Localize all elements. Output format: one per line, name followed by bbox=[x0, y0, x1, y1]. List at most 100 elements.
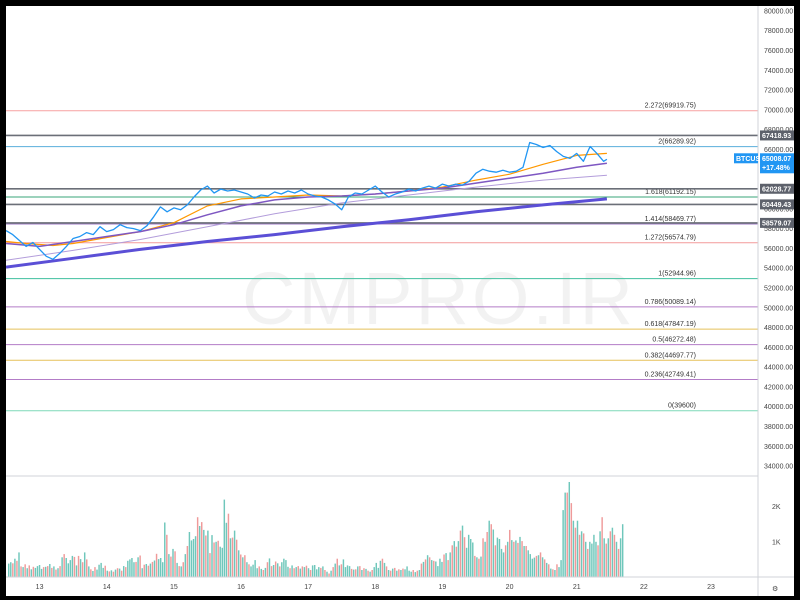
y-tick-label: 58000.00 bbox=[764, 226, 793, 233]
volume-bar bbox=[8, 563, 10, 577]
volume-bar bbox=[131, 558, 133, 577]
volume-bar bbox=[383, 562, 386, 577]
volume-bar bbox=[240, 554, 242, 577]
volume-bar bbox=[476, 557, 478, 577]
volume-bar bbox=[517, 542, 519, 577]
volume-bar bbox=[564, 492, 566, 577]
volume-bar bbox=[63, 554, 65, 577]
volume-bar bbox=[81, 562, 84, 577]
chart-canvas[interactable]: CMPRO.IR 2.272(69919.75) 2(66289.92) 1.618… bbox=[6, 6, 794, 596]
volume-bar bbox=[112, 571, 115, 577]
volume-bar bbox=[535, 555, 538, 577]
volume-bar bbox=[279, 566, 281, 577]
volume-bar bbox=[248, 564, 250, 577]
volume-bar bbox=[605, 543, 607, 577]
volume-bar bbox=[122, 566, 125, 577]
volume-bar bbox=[584, 541, 587, 577]
volume-bar bbox=[184, 554, 187, 577]
volume-bar bbox=[139, 555, 141, 577]
volume-bar bbox=[125, 567, 127, 577]
volume-bar bbox=[67, 563, 69, 577]
x-tick-label: 16 bbox=[237, 584, 245, 591]
volume-bar bbox=[176, 562, 178, 577]
volume-bar bbox=[511, 540, 513, 577]
volume-bar bbox=[289, 568, 291, 577]
y-tick-label: 50000.00 bbox=[764, 305, 793, 312]
volume-bar bbox=[73, 556, 76, 577]
volume-bar bbox=[301, 566, 304, 577]
fib-level-label: 0.618(47847.19) bbox=[645, 321, 696, 328]
volume-bar bbox=[342, 559, 345, 577]
volume-bar bbox=[127, 560, 129, 577]
volume-bar bbox=[488, 520, 490, 577]
volume-bar bbox=[568, 482, 571, 577]
volume-bar bbox=[250, 566, 252, 577]
volume-bar bbox=[182, 562, 184, 577]
volume-bar bbox=[619, 538, 622, 577]
fib-level-label: 0.236(42749.41) bbox=[645, 372, 696, 379]
volume-bar bbox=[504, 545, 507, 577]
change-pct-label: +17.48% bbox=[762, 165, 791, 172]
volume-bar bbox=[572, 520, 575, 577]
volume-bar bbox=[455, 546, 458, 577]
volume-bar bbox=[492, 529, 495, 577]
volume-bar bbox=[164, 522, 166, 577]
volume-bar bbox=[470, 539, 472, 577]
volume-bar bbox=[262, 570, 265, 577]
volume-bar bbox=[580, 531, 583, 577]
volume-bar bbox=[617, 548, 620, 577]
volume-bar bbox=[22, 567, 24, 577]
volume-bar bbox=[270, 566, 273, 577]
y-tick-label: 46000.00 bbox=[764, 345, 793, 352]
volume-bar bbox=[258, 566, 260, 577]
x-tick-label: 15 bbox=[170, 584, 178, 591]
volume-bar bbox=[463, 537, 466, 577]
volume-bar bbox=[603, 538, 605, 577]
y-tick-label: 52000.00 bbox=[764, 286, 793, 293]
volume-bar bbox=[324, 570, 326, 577]
volume-bar bbox=[365, 568, 367, 577]
volume-bar bbox=[410, 571, 412, 577]
volume-bar bbox=[506, 541, 509, 577]
volume-bar bbox=[609, 531, 612, 577]
volume-bar bbox=[77, 555, 80, 577]
y-tick-label: 60000.00 bbox=[764, 206, 793, 213]
volume-bar bbox=[61, 557, 63, 577]
volume-bar bbox=[229, 538, 232, 577]
y-tick-label: 54000.00 bbox=[764, 266, 793, 273]
volume-bar bbox=[192, 539, 195, 577]
volume-bar bbox=[69, 560, 72, 577]
volume-bar bbox=[389, 570, 392, 577]
volume-bar bbox=[170, 556, 172, 577]
volume-bar bbox=[552, 569, 554, 577]
volume-bar bbox=[188, 532, 191, 577]
x-tick-label: 13 bbox=[36, 584, 44, 591]
volume-bar bbox=[88, 566, 90, 577]
fib-level-label: 1.272(56574.79) bbox=[645, 235, 696, 242]
watermark-text: CMPRO.IR bbox=[242, 257, 636, 340]
y-tick-label: 44000.00 bbox=[764, 365, 793, 372]
volume-bar bbox=[562, 510, 564, 577]
volume-bar bbox=[418, 570, 421, 577]
volume-bar bbox=[531, 558, 534, 577]
fib-level-label: 0.5(46272.48) bbox=[652, 337, 696, 344]
volume-bar bbox=[40, 568, 43, 577]
volume-bar bbox=[621, 524, 624, 577]
volume-bar bbox=[400, 570, 402, 577]
volume-bar bbox=[129, 559, 131, 577]
fib-level-label: 0.382(44697.77) bbox=[645, 352, 696, 359]
volume-bar bbox=[311, 565, 314, 577]
volume-bar bbox=[494, 545, 497, 577]
fib-level-label: 2(66289.92) bbox=[658, 139, 696, 146]
volume-bar bbox=[264, 567, 267, 577]
horizontal-levels bbox=[6, 134, 758, 224]
y-tick-label: 42000.00 bbox=[764, 384, 793, 391]
volume-bar bbox=[443, 554, 445, 577]
volume-bar bbox=[591, 543, 593, 577]
volume-bar bbox=[385, 566, 388, 577]
volume-bar bbox=[16, 560, 18, 577]
volume-bar bbox=[428, 557, 431, 577]
volume-bar bbox=[322, 566, 324, 577]
volume-bar bbox=[482, 538, 484, 577]
volume-bar bbox=[162, 562, 164, 577]
